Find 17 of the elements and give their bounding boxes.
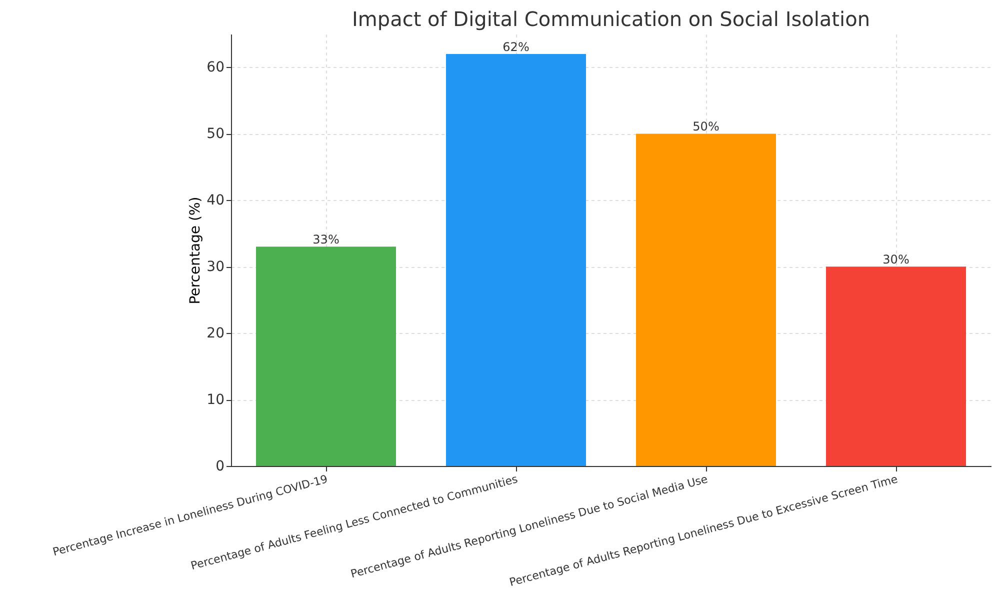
bar — [636, 134, 776, 466]
y-tick-label: 40 — [206, 192, 224, 209]
y-tick-label: 30 — [206, 259, 224, 276]
y-tick-label: 50 — [206, 126, 224, 142]
y-axis-title: Percentage (%) — [188, 196, 204, 304]
y-tick-label: 20 — [206, 326, 224, 342]
y-tick-label: 10 — [206, 392, 224, 408]
data-label: 30% — [882, 252, 910, 267]
bar — [826, 266, 966, 466]
y-tick-label: 60 — [206, 60, 224, 76]
bar — [256, 246, 396, 466]
bar — [446, 54, 586, 466]
data-label: 62% — [502, 40, 530, 54]
data-label: 33% — [312, 232, 340, 247]
chart-title: Impact of Digital Communication on Social Isolation — [352, 7, 870, 31]
data-label: 50% — [692, 120, 720, 134]
y-tick-label: 0 — [216, 458, 224, 474]
